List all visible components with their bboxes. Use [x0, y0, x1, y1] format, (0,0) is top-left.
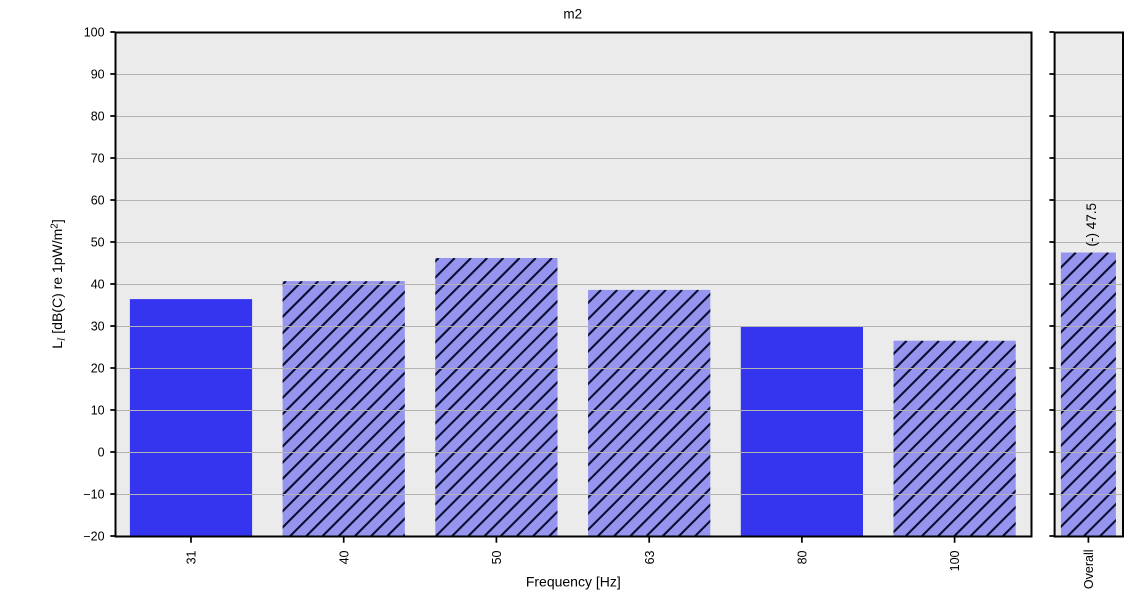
svg-text:70: 70 — [91, 152, 105, 166]
svg-text:100: 100 — [84, 26, 105, 40]
svg-text:m2: m2 — [563, 6, 582, 21]
svg-text:40: 40 — [91, 278, 105, 292]
svg-text:20: 20 — [91, 362, 105, 376]
svg-text:−20: −20 — [83, 530, 104, 544]
svg-text:30: 30 — [91, 320, 105, 334]
svg-text:LI [dB(C) re 1pW/m2]: LI [dB(C) re 1pW/m2] — [49, 219, 68, 349]
svg-text:60: 60 — [91, 194, 105, 208]
svg-text:(-) 47.5: (-) 47.5 — [1084, 203, 1099, 247]
svg-text:−10: −10 — [83, 488, 104, 502]
svg-text:100: 100 — [948, 550, 962, 571]
svg-text:0: 0 — [98, 446, 105, 460]
svg-text:80: 80 — [796, 550, 810, 564]
svg-text:50: 50 — [91, 236, 105, 250]
svg-text:31: 31 — [185, 550, 199, 564]
svg-text:80: 80 — [91, 110, 105, 124]
svg-text:Overall: Overall — [1082, 550, 1096, 590]
svg-text:40: 40 — [337, 550, 351, 564]
svg-text:50: 50 — [490, 550, 504, 564]
svg-text:10: 10 — [91, 404, 105, 418]
svg-text:90: 90 — [91, 68, 105, 82]
svg-text:Frequency [Hz]: Frequency [Hz] — [526, 573, 621, 589]
svg-text:63: 63 — [643, 550, 657, 564]
